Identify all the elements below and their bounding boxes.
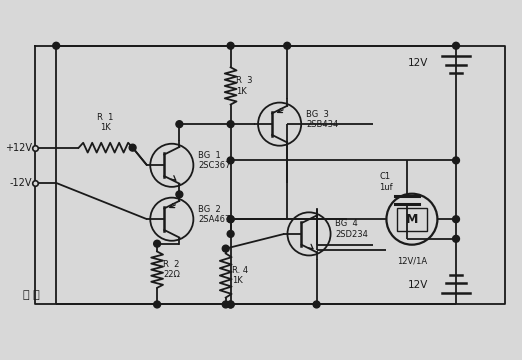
Circle shape [153,301,161,308]
Circle shape [227,121,234,127]
Circle shape [453,235,459,242]
Circle shape [129,144,136,151]
Text: 12V: 12V [408,280,429,290]
Circle shape [227,301,234,308]
Circle shape [53,42,60,49]
Circle shape [313,301,320,308]
Circle shape [153,240,161,247]
Text: R  3
1K: R 3 1K [236,76,253,96]
Circle shape [222,245,229,252]
Circle shape [222,301,229,308]
Text: BG  4
2SD234: BG 4 2SD234 [336,219,369,239]
Circle shape [227,301,234,308]
Circle shape [176,191,183,198]
Circle shape [453,42,459,49]
Text: R  1
1K: R 1 1K [98,113,114,132]
Text: BG  2
2SA467: BG 2 2SA467 [198,204,231,224]
Circle shape [453,216,459,222]
Circle shape [176,121,183,127]
Text: -12V: -12V [9,178,32,188]
Circle shape [227,42,234,49]
Circle shape [453,157,459,164]
Text: R. 4
1K: R. 4 1K [232,266,248,285]
Text: 图 三: 图 三 [23,289,40,300]
Text: +12V: +12V [5,143,32,153]
Circle shape [227,216,234,222]
Text: M: M [406,213,418,226]
Text: BG  1
2SC367: BG 1 2SC367 [198,151,231,170]
Text: 12V: 12V [408,58,429,68]
Circle shape [227,216,234,222]
Circle shape [227,230,234,237]
Circle shape [227,157,234,164]
Text: C1
1uf: C1 1uf [379,172,393,192]
Text: 12V/1A: 12V/1A [397,256,427,265]
Text: BG  3
2SB434: BG 3 2SB434 [306,109,338,129]
Text: R  2
22Ω: R 2 22Ω [163,260,180,279]
Circle shape [284,42,291,49]
